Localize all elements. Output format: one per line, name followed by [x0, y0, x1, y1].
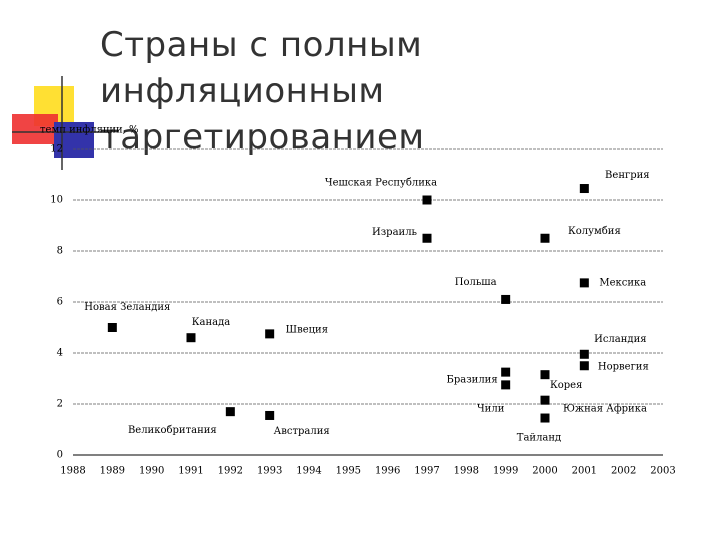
y-tick-label: 12	[50, 144, 63, 155]
point	[579, 349, 589, 359]
point-label: Польша	[455, 277, 497, 288]
point	[501, 367, 511, 377]
x-tick-label: 2003	[650, 466, 675, 477]
x-tick-label: 1994	[296, 466, 321, 477]
y-tick-label: 8	[57, 246, 63, 257]
point	[422, 233, 432, 243]
point-label: Швеция	[286, 324, 328, 335]
point-label: Норвегия	[598, 361, 649, 372]
point-label: Чешская Республика	[325, 178, 437, 189]
point	[579, 184, 589, 194]
point	[422, 195, 432, 205]
point	[501, 294, 511, 304]
point	[265, 329, 275, 339]
point	[225, 407, 235, 417]
y-tick-label: 10	[50, 195, 63, 206]
point-label: Новая Зеландия	[84, 302, 170, 313]
point	[265, 410, 275, 420]
point	[501, 380, 511, 390]
point-label: Корея	[550, 380, 582, 391]
y-axis-label: темп инфляции, %	[40, 125, 139, 136]
x-tick-label: 2000	[532, 466, 557, 477]
x-tick-label: 2001	[572, 466, 597, 477]
deco-square	[12, 114, 58, 144]
point	[540, 395, 550, 405]
point	[186, 333, 196, 343]
x-tick-label: 1991	[178, 466, 203, 477]
point-label: Тайланд	[517, 433, 561, 444]
point-label: Великобритания	[128, 425, 217, 436]
point-label: Колумбия	[568, 226, 621, 237]
x-tick-label: 1996	[375, 466, 400, 477]
x-tick-label: 1999	[493, 466, 518, 477]
deco-square	[54, 122, 94, 158]
point	[579, 278, 589, 288]
point	[579, 361, 589, 371]
slide-title: Страны с полным инфляционным таргетирова…	[100, 25, 425, 157]
point	[540, 413, 550, 423]
point-label: Венгрия	[605, 170, 650, 181]
y-tick-label: 0	[57, 450, 63, 461]
point-label: Австралия	[274, 426, 330, 437]
x-tick-label: 1988	[60, 466, 85, 477]
point-label: Бразилия	[446, 375, 497, 386]
point-label: Израиль	[372, 227, 418, 238]
y-tick-label: 4	[57, 348, 63, 359]
point-label: Канада	[192, 317, 230, 328]
point-label: Исландия	[594, 334, 646, 345]
x-tick-label: 1997	[414, 466, 439, 477]
x-tick-label: 1995	[336, 466, 361, 477]
x-tick-label: 1998	[454, 466, 479, 477]
point	[540, 370, 550, 380]
point-label: Чили	[477, 403, 505, 414]
point-label: Южная Африка	[563, 404, 647, 415]
x-tick-label: 1990	[139, 466, 164, 477]
x-tick-label: 1993	[257, 466, 282, 477]
point	[107, 323, 117, 332]
y-tick-label: 6	[57, 297, 63, 308]
x-tick-label: 1989	[100, 466, 125, 477]
x-tick-label: 2002	[611, 466, 636, 477]
x-tick-label: 1992	[218, 466, 243, 477]
y-tick-label: 2	[57, 399, 63, 410]
point-label: Мексика	[599, 277, 646, 288]
point	[540, 233, 550, 243]
